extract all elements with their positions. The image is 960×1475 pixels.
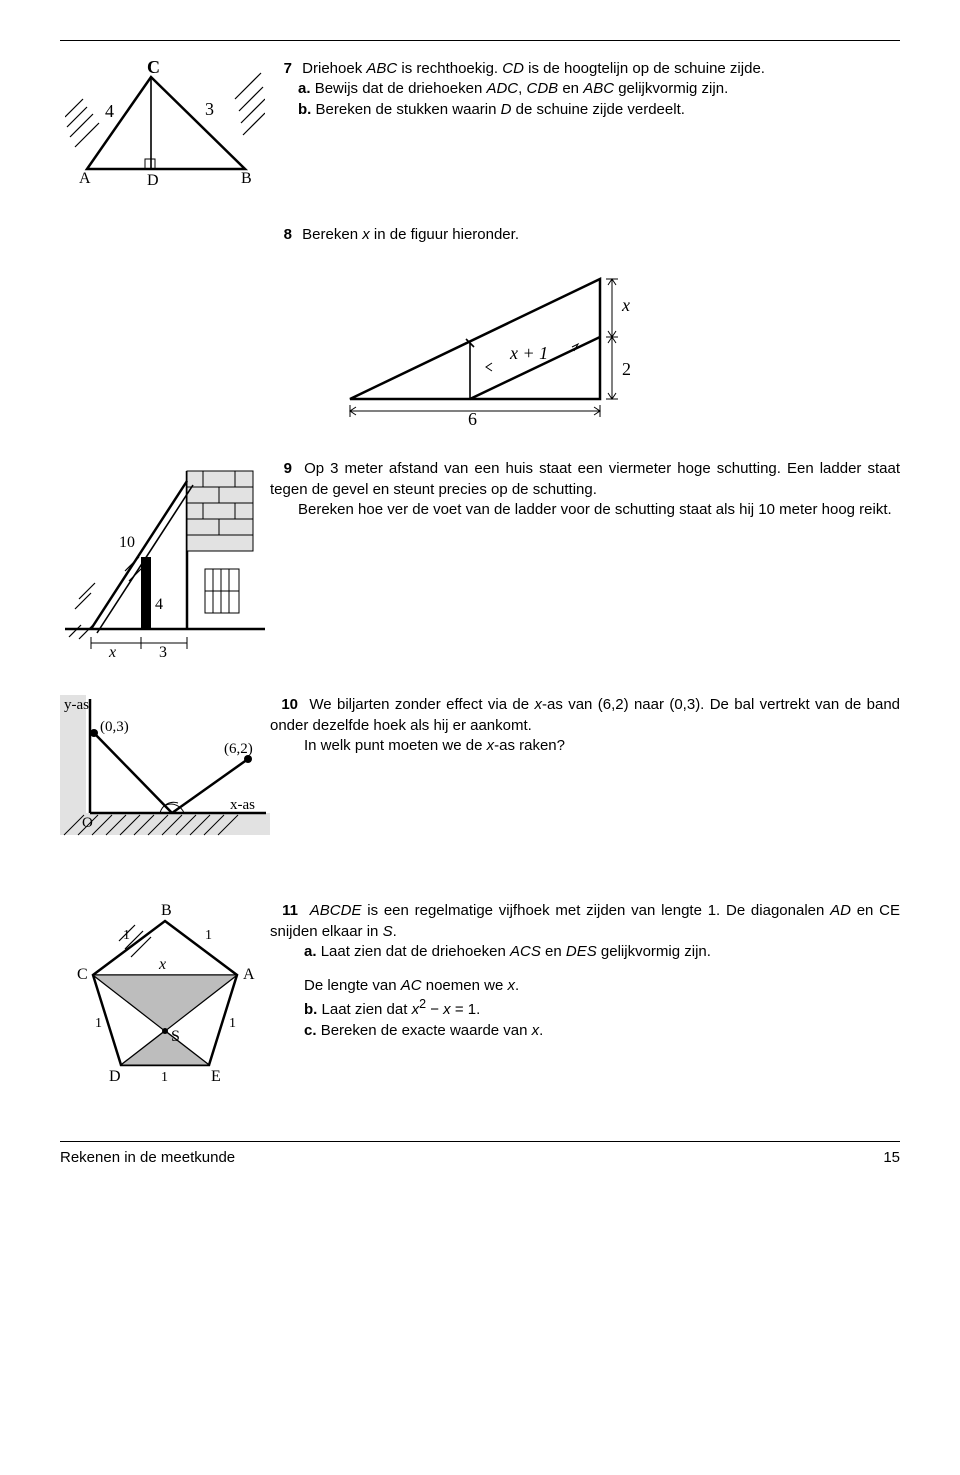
problem-10-text: 10 We biljarten zonder effect via de x-a…: [270, 695, 900, 756]
problem-body: ABCDE is een regelmatige vijfhoek met zi…: [270, 902, 900, 939]
svg-text:E: E: [211, 1068, 221, 1085]
problem-number: 7: [270, 59, 292, 79]
svg-text:B: B: [161, 902, 172, 919]
svg-text:A: A: [79, 170, 91, 187]
problem-body: Bereken x in de figuur hieronder.: [302, 226, 519, 243]
svg-text:1: 1: [205, 928, 212, 943]
figure-7: C A B D 4 3: [60, 59, 270, 189]
svg-text:x: x: [108, 644, 116, 659]
problem-number: 10: [270, 695, 298, 715]
svg-text:D: D: [109, 1068, 121, 1085]
svg-text:O: O: [82, 815, 93, 831]
svg-text:x: x: [158, 956, 166, 973]
problem-number: 8: [270, 225, 292, 245]
problem-10: y-as x-as (0,3) (6,2) O 10 We biljarten …: [60, 695, 900, 865]
bottom-rule: [60, 1141, 900, 1142]
svg-text:C: C: [77, 966, 88, 983]
figure-11: B C A D E S x 1 1 1 1 1: [60, 901, 270, 1101]
problem-body-2: Bereken hoe ver de voet van de ladder vo…: [298, 500, 900, 520]
svg-text:6: 6: [468, 409, 477, 429]
problem-11-text: 11 ABCDE is een regelmatige vijfhoek met…: [270, 901, 900, 1041]
problem-body: We biljarten zonder effect via de x-as v…: [270, 696, 900, 733]
figure-9: 10 4 x 3: [60, 459, 270, 659]
footer-page-number: 15: [883, 1148, 900, 1168]
svg-text:3: 3: [205, 99, 214, 119]
svg-text:(0,3): (0,3): [100, 719, 129, 735]
svg-text:y-as: y-as: [64, 697, 89, 713]
svg-text:1: 1: [229, 1016, 236, 1031]
problem-9-text: 9 Op 3 meter afstand van een huis staat …: [270, 459, 900, 520]
svg-text:D: D: [147, 172, 159, 189]
footer-title: Rekenen in de meetkunde: [60, 1148, 235, 1168]
problem-9: 10 4 x 3 9 Op 3 meter afstand van een hu…: [60, 459, 900, 659]
svg-text:1: 1: [123, 928, 130, 943]
sub-c: c. Bereken de exacte waarde van x.: [304, 1021, 900, 1041]
top-rule: [60, 40, 900, 41]
svg-text:(6,2): (6,2): [224, 741, 253, 757]
problem-number: 11: [270, 901, 298, 921]
figure-8: 6 x 2 x + 1: [60, 259, 900, 429]
problem-7: C A B D 4 3 7 Driehoek ABC is rechthoeki…: [60, 59, 900, 189]
sub-a: a. Bewijs dat de driehoeken ADC, CDB en …: [298, 79, 900, 99]
triangle-abc-icon: C A B D 4 3: [65, 59, 265, 189]
sub-a: a. Laat zien dat de driehoeken ACS en DE…: [304, 942, 900, 962]
sub-b: b. Laat zien dat x2 − x = 1.: [304, 996, 900, 1020]
ladder-house-icon: 10 4 x 3: [65, 459, 265, 659]
svg-text:C: C: [147, 59, 160, 77]
svg-text:3: 3: [159, 644, 167, 659]
svg-text:x-as: x-as: [230, 797, 255, 813]
figure-10: y-as x-as (0,3) (6,2) O: [60, 695, 270, 865]
svg-text:x: x: [621, 295, 630, 315]
problem-11: B C A D E S x 1 1 1 1 1 11 ABCDE is een …: [60, 901, 900, 1101]
problem-7-text: 7 Driehoek ABC is rechthoekig. CD is de …: [270, 59, 900, 120]
svg-text:4: 4: [105, 101, 114, 121]
svg-text:4: 4: [155, 596, 163, 613]
svg-text:A: A: [243, 966, 255, 983]
problem-body: Driehoek ABC is rechthoekig. CD is de ho…: [302, 60, 765, 77]
svg-text:x + 1: x + 1: [509, 343, 548, 363]
similar-triangle-icon: 6 x 2 x + 1: [310, 259, 650, 429]
problem-body: Op 3 meter afstand van een huis staat ee…: [270, 460, 900, 497]
svg-text:1: 1: [95, 1016, 102, 1031]
billiards-icon: y-as x-as (0,3) (6,2) O: [60, 695, 270, 865]
problem-8: 8 Bereken x in de figuur hieronder.: [60, 225, 900, 245]
svg-text:1: 1: [161, 1070, 168, 1085]
pentagon-icon: B C A D E S x 1 1 1 1 1: [65, 901, 265, 1101]
problem-body-2: In welk punt moeten we de x-as raken?: [304, 736, 900, 756]
mid-text: De lengte van AC noemen we x.: [304, 976, 900, 996]
svg-text:B: B: [241, 170, 252, 187]
sub-b: b. Bereken de stukken waarin D de schuin…: [298, 100, 900, 120]
page-footer: Rekenen in de meetkunde 15: [60, 1148, 900, 1168]
svg-text:2: 2: [622, 359, 631, 379]
problem-number: 9: [270, 459, 292, 479]
svg-text:S: S: [171, 1028, 180, 1045]
problem-8-text: 8 Bereken x in de figuur hieronder.: [270, 225, 900, 245]
svg-text:10: 10: [119, 534, 135, 551]
